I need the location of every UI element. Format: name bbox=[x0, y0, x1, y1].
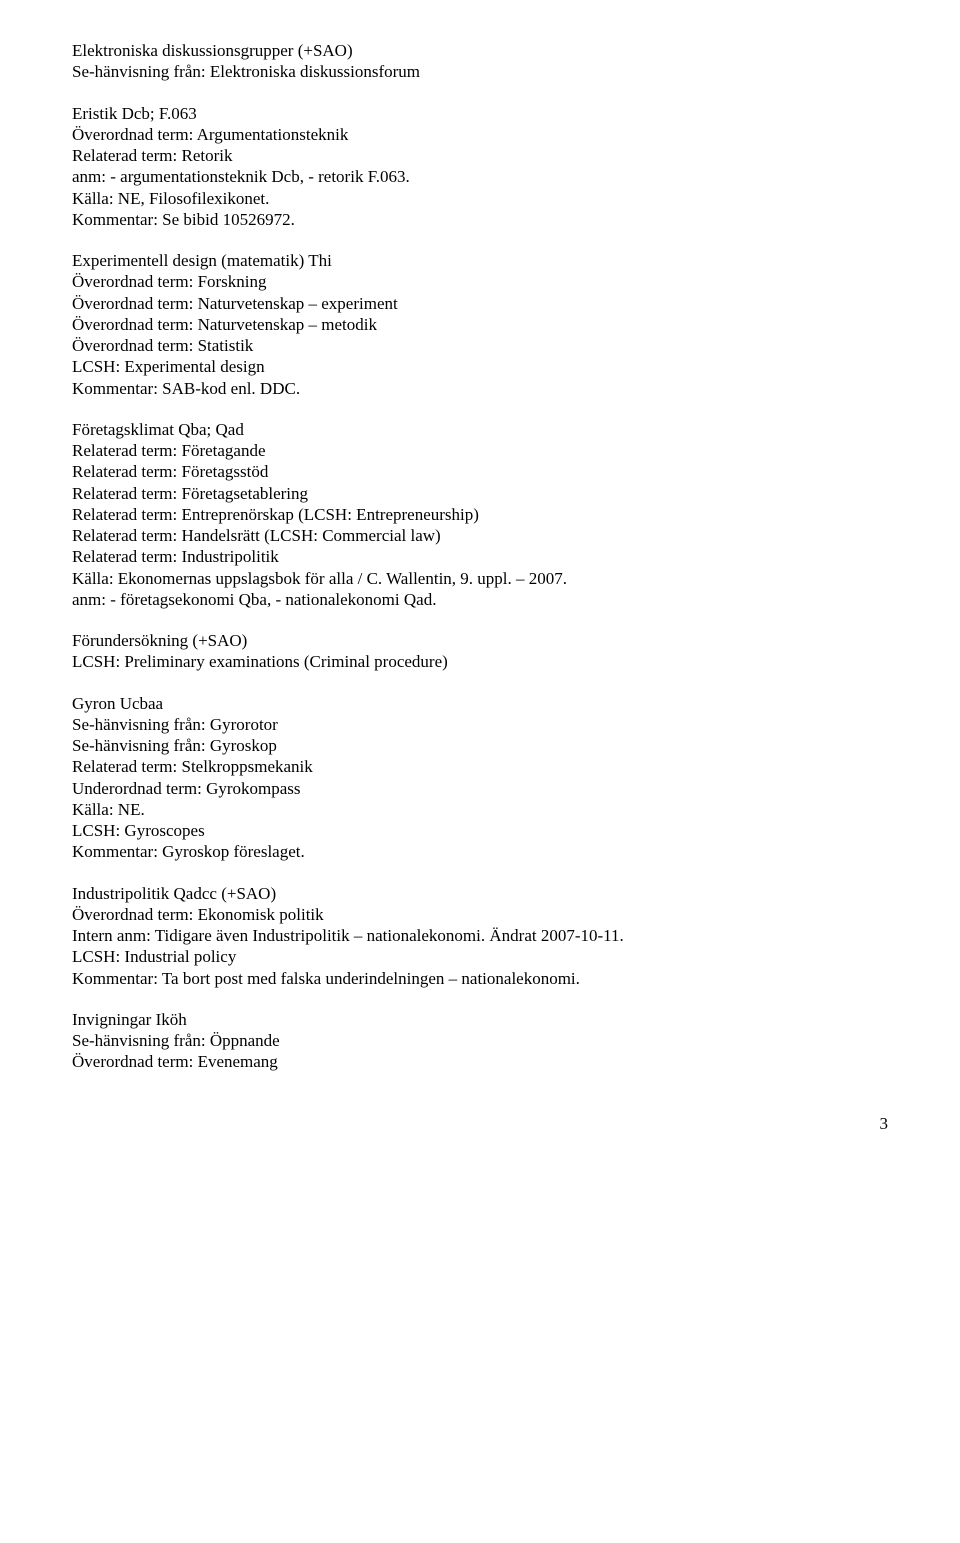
entry-line: Se-hänvisning från: Elektroniska diskuss… bbox=[72, 61, 888, 82]
entry-line: LCSH: Experimental design bbox=[72, 356, 888, 377]
entry: Elektroniska diskussionsgrupper (+SAO)Se… bbox=[72, 40, 888, 83]
entry: Gyron UcbaaSe-hänvisning från: Gyrorotor… bbox=[72, 693, 888, 863]
entry-line: Invigningar Iköh bbox=[72, 1009, 888, 1030]
entry-line: LCSH: Gyroscopes bbox=[72, 820, 888, 841]
entry-line: Kommentar: Gyroskop föreslaget. bbox=[72, 841, 888, 862]
entry-line: Underordnad term: Gyrokompass bbox=[72, 778, 888, 799]
entry: Företagsklimat Qba; QadRelaterad term: F… bbox=[72, 419, 888, 610]
entry-line: Eristik Dcb; F.063 bbox=[72, 103, 888, 124]
entry-line: Förundersökning (+SAO) bbox=[72, 630, 888, 651]
entry-line: Kommentar: SAB-kod enl. DDC. bbox=[72, 378, 888, 399]
entry-line: Elektroniska diskussionsgrupper (+SAO) bbox=[72, 40, 888, 61]
entry-line: Källa: NE. bbox=[72, 799, 888, 820]
entry-line: Kommentar: Se bibid 10526972. bbox=[72, 209, 888, 230]
entry-line: Intern anm: Tidigare även Industripoliti… bbox=[72, 925, 888, 946]
entry-line: Relaterad term: Industripolitik bbox=[72, 546, 888, 567]
entry-line: Relaterad term: Företagsetablering bbox=[72, 483, 888, 504]
entry-line: Företagsklimat Qba; Qad bbox=[72, 419, 888, 440]
entry: Experimentell design (matematik) ThiÖver… bbox=[72, 250, 888, 399]
entry-line: LCSH: Preliminary examinations (Criminal… bbox=[72, 651, 888, 672]
entry-line: Relaterad term: Företagande bbox=[72, 440, 888, 461]
entry-line: Överordnad term: Evenemang bbox=[72, 1051, 888, 1072]
entry-line: Relaterad term: Stelkroppsmekanik bbox=[72, 756, 888, 777]
entry-line: Se-hänvisning från: Gyrorotor bbox=[72, 714, 888, 735]
entry-line: anm: - företagsekonomi Qba, - nationalek… bbox=[72, 589, 888, 610]
entry-line: Kommentar: Ta bort post med falska under… bbox=[72, 968, 888, 989]
entry-line: anm: - argumentationsteknik Dcb, - retor… bbox=[72, 166, 888, 187]
entry-line: Relaterad term: Handelsrätt (LCSH: Comme… bbox=[72, 525, 888, 546]
entry-line: Relaterad term: Entreprenörskap (LCSH: E… bbox=[72, 504, 888, 525]
entry-line: Överordnad term: Argumentationsteknik bbox=[72, 124, 888, 145]
entry-line: Källa: NE, Filosofilexikonet. bbox=[72, 188, 888, 209]
entry-line: Överordnad term: Ekonomisk politik bbox=[72, 904, 888, 925]
entry-line: Industripolitik Qadcc (+SAO) bbox=[72, 883, 888, 904]
entry: Eristik Dcb; F.063Överordnad term: Argum… bbox=[72, 103, 888, 231]
entry-line: Se-hänvisning från: Gyroskop bbox=[72, 735, 888, 756]
entry-line: Överordnad term: Statistik bbox=[72, 335, 888, 356]
entry-line: Överordnad term: Naturvetenskap – metodi… bbox=[72, 314, 888, 335]
entry-line: Relaterad term: Retorik bbox=[72, 145, 888, 166]
entry: Industripolitik Qadcc (+SAO)Överordnad t… bbox=[72, 883, 888, 989]
entry-line: LCSH: Industrial policy bbox=[72, 946, 888, 967]
entry-line: Gyron Ucbaa bbox=[72, 693, 888, 714]
entry-line: Överordnad term: Naturvetenskap – experi… bbox=[72, 293, 888, 314]
entry-line: Se-hänvisning från: Öppnande bbox=[72, 1030, 888, 1051]
entry-line: Källa: Ekonomernas uppslagsbok för alla … bbox=[72, 568, 888, 589]
entry-line: Experimentell design (matematik) Thi bbox=[72, 250, 888, 271]
entry-line: Relaterad term: Företagsstöd bbox=[72, 461, 888, 482]
document-body: Elektroniska diskussionsgrupper (+SAO)Se… bbox=[72, 40, 888, 1073]
entry-line: Överordnad term: Forskning bbox=[72, 271, 888, 292]
entry: Invigningar IköhSe-hänvisning från: Öppn… bbox=[72, 1009, 888, 1073]
entry: Förundersökning (+SAO)LCSH: Preliminary … bbox=[72, 630, 888, 673]
page-number: 3 bbox=[72, 1113, 888, 1134]
